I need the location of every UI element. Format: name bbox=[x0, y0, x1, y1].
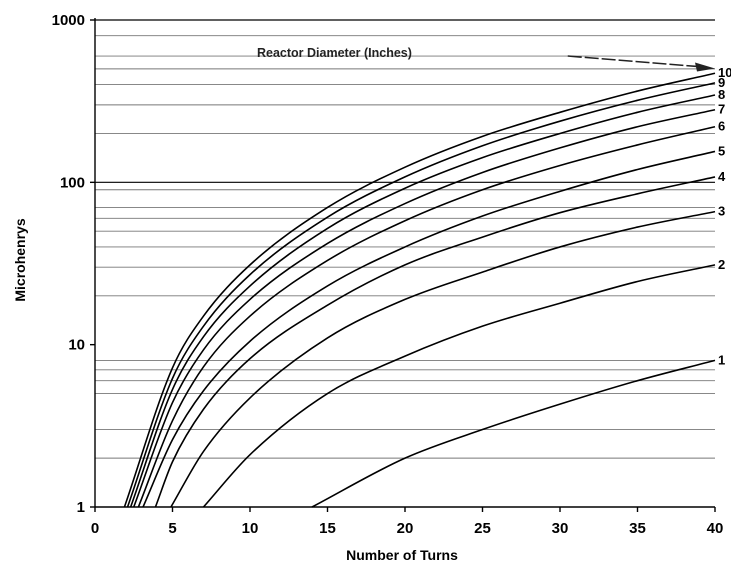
x-tick-label: 5 bbox=[168, 520, 176, 537]
curve-label-3: 3 bbox=[718, 204, 725, 219]
curve-diameter-7 bbox=[132, 108, 716, 508]
curve-diameter-1 bbox=[311, 359, 716, 508]
x-tick-label: 25 bbox=[474, 520, 491, 537]
y-axis-title: Microhenrys bbox=[12, 218, 28, 301]
curve-diameter-9 bbox=[126, 82, 716, 508]
grid-layer bbox=[95, 35, 715, 459]
curve-label-4: 4 bbox=[718, 169, 726, 184]
x-tick-label: 30 bbox=[552, 520, 569, 537]
x-axis-title: Number of Turns bbox=[346, 547, 458, 563]
curve-label-2: 2 bbox=[718, 257, 725, 272]
curve-diameter-3 bbox=[170, 210, 716, 508]
curve-label-8: 8 bbox=[718, 87, 725, 102]
annotation-arrow-head bbox=[695, 62, 715, 72]
x-tick-label: 20 bbox=[397, 520, 414, 537]
curve-diameter-4 bbox=[154, 176, 716, 508]
y-tick-label: 1000 bbox=[52, 12, 85, 29]
x-tick-label: 35 bbox=[629, 520, 646, 537]
curve-diameter-8 bbox=[129, 94, 716, 508]
curve-label-1: 1 bbox=[718, 352, 725, 367]
y-tick-label: 100 bbox=[60, 174, 85, 191]
curve-diameter-5 bbox=[142, 150, 716, 508]
curve-layer bbox=[123, 72, 716, 508]
y-tick-label: 10 bbox=[68, 337, 85, 354]
curve-diameter-6 bbox=[137, 125, 716, 508]
x-tick-label: 40 bbox=[707, 520, 724, 537]
curve-label-7: 7 bbox=[718, 102, 725, 117]
annotation-arrow-line bbox=[567, 55, 698, 68]
annotation-text: Reactor Diameter (Inches) bbox=[257, 46, 412, 60]
curve-diameter-2 bbox=[202, 264, 716, 508]
curve-label-10: 10 bbox=[718, 65, 731, 80]
x-tick-label: 15 bbox=[319, 520, 336, 537]
curve-label-6: 6 bbox=[718, 119, 725, 134]
curve-diameter-10 bbox=[123, 72, 716, 508]
curve-label-9: 9 bbox=[718, 75, 725, 90]
x-tick-label: 0 bbox=[91, 520, 99, 537]
curve-label-5: 5 bbox=[718, 143, 725, 158]
x-tick-label: 10 bbox=[242, 520, 259, 537]
y-tick-label: 1 bbox=[77, 499, 85, 516]
